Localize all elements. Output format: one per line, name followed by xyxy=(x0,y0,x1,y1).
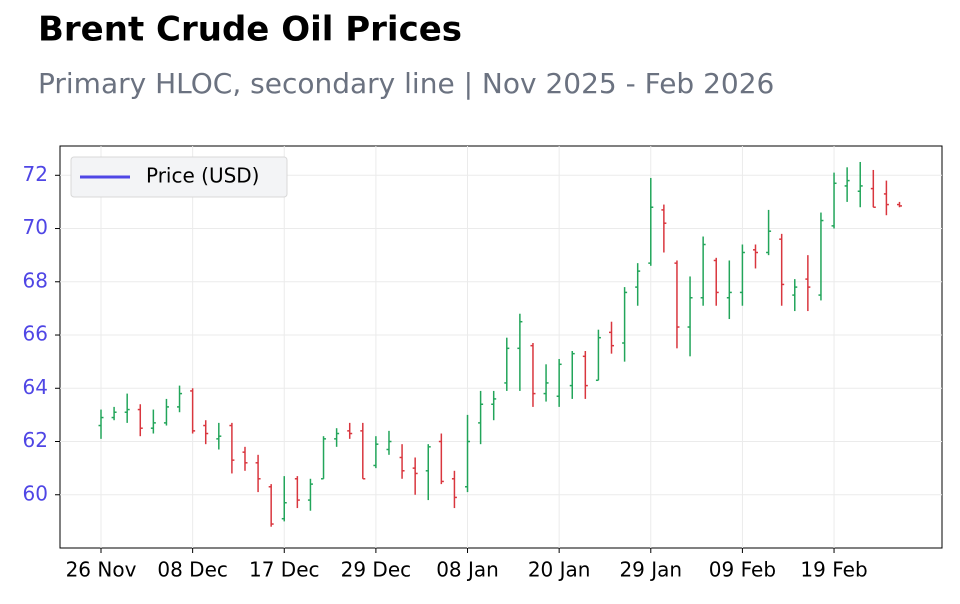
x-tick-label: 19 Feb xyxy=(800,558,867,582)
y-tick-label: 64 xyxy=(23,375,48,399)
chart-subtitle: Primary HLOC, secondary line | Nov 2025 … xyxy=(38,67,774,100)
y-tick-label: 66 xyxy=(23,322,48,346)
x-tick-label: 26 Nov xyxy=(66,558,137,582)
legend-label: Price (USD) xyxy=(146,164,260,188)
chart-title: Brent Crude Oil Prices xyxy=(38,10,462,50)
plot-frame xyxy=(59,145,943,549)
x-tick-label: 29 Jan xyxy=(619,558,682,582)
y-tick-label: 70 xyxy=(23,215,48,239)
x-tick-label: 08 Jan xyxy=(436,558,499,582)
x-tick-label: 09 Feb xyxy=(709,558,776,582)
y-tick-label: 68 xyxy=(23,268,48,292)
x-tick-label: 08 Dec xyxy=(157,558,228,582)
y-tick-label: 60 xyxy=(23,481,48,505)
x-tick-label: 29 Dec xyxy=(341,558,412,582)
x-tick-label: 20 Jan xyxy=(528,558,591,582)
x-tick-label: 17 Dec xyxy=(249,558,320,582)
y-tick-label: 72 xyxy=(23,162,48,186)
y-tick-label: 62 xyxy=(23,428,48,452)
legend-box xyxy=(70,156,288,198)
